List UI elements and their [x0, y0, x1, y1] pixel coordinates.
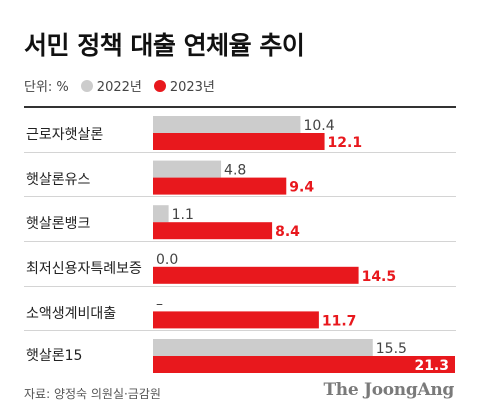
value-label-2022: 10.4: [303, 118, 334, 134]
bar-2023: [153, 266, 359, 284]
unit-label: 단위: %: [24, 80, 69, 95]
legend-swatch-2022: [80, 79, 93, 92]
category-label: 햇살론15: [26, 348, 83, 364]
bar-2023: [153, 177, 287, 195]
value-label-2023: 12.1: [328, 135, 363, 151]
value-label-2022: 0.0: [156, 252, 178, 268]
bar-2023: [153, 133, 325, 150]
category-label: 최저신용자특례보증: [26, 261, 142, 277]
row-divider: [24, 196, 456, 197]
value-label-2022: 1.1: [172, 207, 194, 223]
bar-2023: [153, 222, 273, 240]
chart-title: 서민 정책 대출 연체율 추이: [24, 31, 305, 60]
brand-logo: The JoongAng: [323, 380, 454, 400]
value-label-2022: 15.5: [376, 341, 407, 357]
bar-2023: [153, 356, 455, 373]
row-divider: [24, 286, 456, 287]
value-label-2023: 9.4: [289, 180, 314, 196]
row-divider: [24, 152, 456, 153]
legend-item-2023: 2023년: [153, 76, 215, 95]
bar-2022: [153, 160, 222, 178]
chart-top-rule: [24, 106, 456, 108]
legend: 단위: % 2022년 2023년: [24, 76, 227, 95]
value-label-2023: 14.5: [362, 269, 397, 285]
row-divider: [24, 330, 456, 331]
row-divider: [24, 241, 456, 242]
category-label: 소액생계비대출: [26, 306, 117, 322]
legend-label-2023: 2023년: [169, 80, 215, 95]
category-label: 햇살론뱅크: [26, 216, 91, 232]
bar-2022: [153, 116, 301, 133]
value-label-2023: 8.4: [275, 224, 300, 240]
legend-item-2022: 2022년: [80, 76, 142, 95]
bar-2022: [153, 205, 169, 223]
legend-label-2022: 2022년: [96, 80, 142, 95]
value-label-2023: 21.3: [414, 358, 449, 374]
value-label-2023: 11.7: [322, 313, 357, 329]
bar-2022: [153, 339, 373, 356]
value-label-2022: –: [156, 296, 163, 312]
category-label: 근로자햇살론: [26, 127, 104, 143]
legend-swatch-2023: [153, 79, 166, 92]
value-label-2022: 4.8: [224, 163, 246, 179]
source-note: 자료: 양정숙 의원실·금감원: [24, 387, 161, 401]
bar-2023: [153, 311, 319, 329]
category-label: 햇살론유스: [26, 172, 91, 188]
